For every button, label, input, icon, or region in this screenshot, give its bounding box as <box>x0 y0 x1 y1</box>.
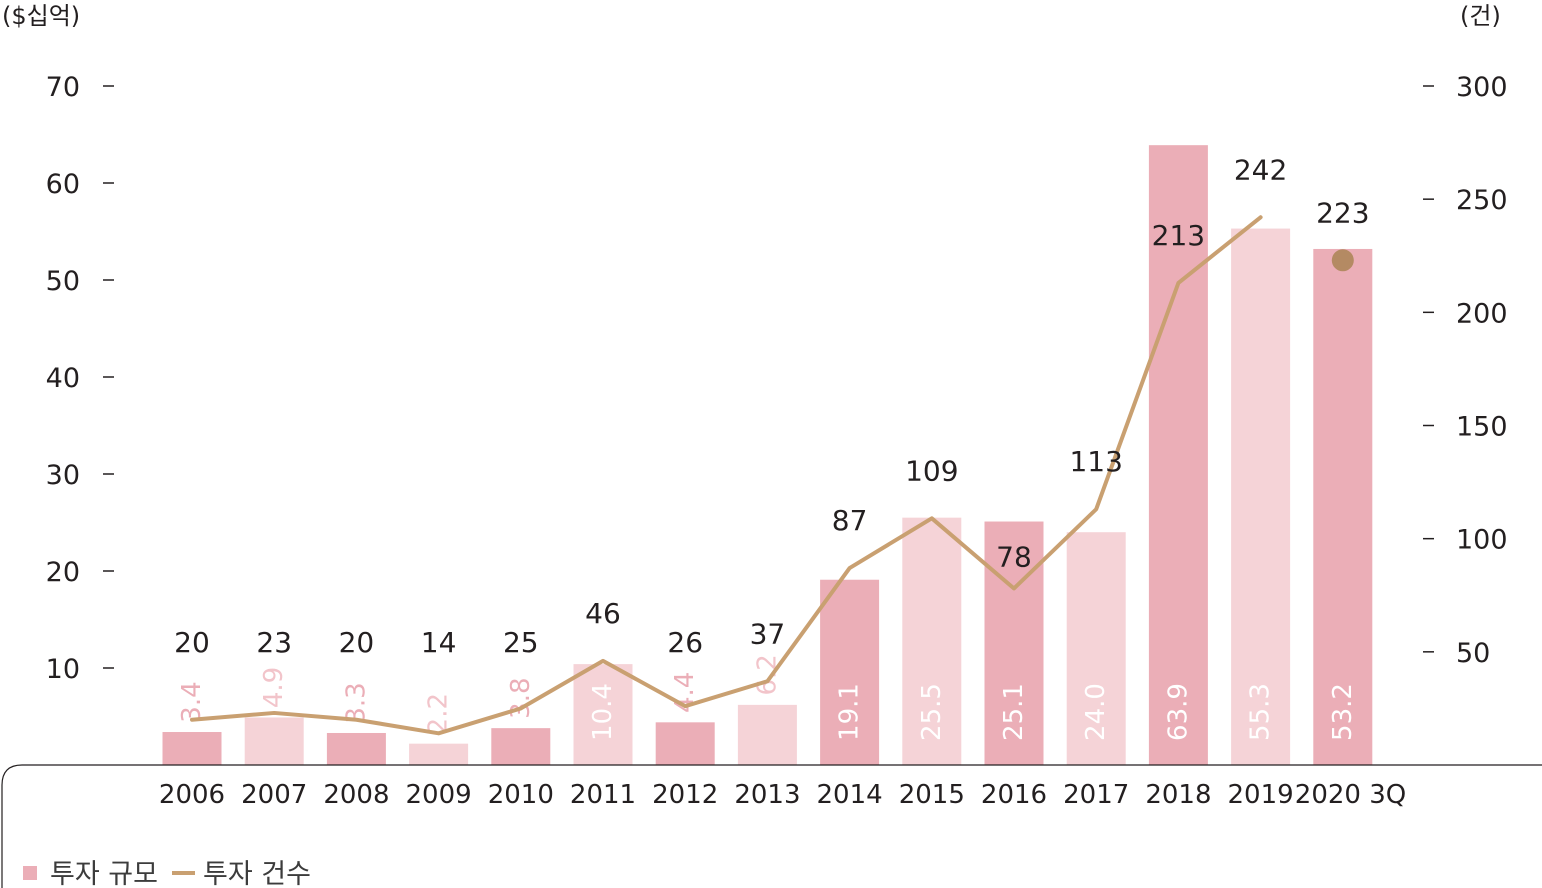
left-tick-label: 10 <box>46 654 80 685</box>
count-value-label: 242 <box>1234 153 1287 186</box>
right-tick-label: 300 <box>1456 72 1508 103</box>
left-tick-label: 30 <box>46 460 80 491</box>
bar <box>1066 532 1126 765</box>
count-value-labels: 20 23 20 14 25 46 26 37 87 109 78 113 213 242 223 <box>174 153 1369 659</box>
left-axis-unit: ($십억) <box>2 2 80 30</box>
count-value-label: 213 <box>1152 219 1205 252</box>
right-tick-label: 100 <box>1456 525 1508 556</box>
x-tick-label: 2019 <box>1228 780 1294 810</box>
bar <box>409 743 469 765</box>
bar-value-label: 25.5 <box>917 683 947 741</box>
bar-value-label: 3.3 <box>341 682 371 723</box>
x-tick-label: 2017 <box>1063 780 1129 810</box>
right-tick-label: 50 <box>1456 638 1490 669</box>
x-tick-label: 2012 <box>652 780 718 810</box>
count-value-label: 78 <box>996 540 1032 573</box>
x-tick-label: 2009 <box>406 780 472 810</box>
right-tick-label: 150 <box>1456 412 1508 443</box>
count-value-label: 20 <box>339 626 375 659</box>
bar <box>820 579 880 765</box>
legend-label-bar: 투자 규모 <box>50 859 158 888</box>
bar-value-label: 25.1 <box>999 683 1029 741</box>
count-line <box>190 215 1263 736</box>
count-value-label: 46 <box>585 597 621 630</box>
last-point-marker <box>1331 249 1354 272</box>
count-value-label: 20 <box>174 626 210 659</box>
right-axis: 50 100 150 200 250 300 <box>1423 72 1508 669</box>
x-tick-label: 2007 <box>241 780 307 810</box>
bar-value-label: 6.2 <box>752 654 782 695</box>
count-value-label: 87 <box>832 504 868 537</box>
count-value-label: 26 <box>667 626 703 659</box>
right-tick-label: 200 <box>1456 298 1508 329</box>
count-value-label: 113 <box>1069 445 1122 478</box>
x-axis-labels: 2006 2007 2008 2009 2010 2011 2012 2013 2014 2015… <box>159 780 1406 810</box>
x-tick-label: 2006 <box>159 780 225 810</box>
bar <box>1313 248 1373 765</box>
x-tick-label: 2008 <box>323 780 389 810</box>
bar <box>162 732 222 765</box>
x-tick-label: 2018 <box>1145 780 1211 810</box>
bar-value-label: 53.2 <box>1328 683 1358 741</box>
x-tick-label: 2013 <box>734 780 800 810</box>
bar-value-label: 10.4 <box>588 683 618 741</box>
bar-value-label: 19.1 <box>835 683 865 741</box>
bar-series <box>162 145 1373 766</box>
bar-value-label: 4.9 <box>259 667 289 708</box>
bar <box>984 521 1044 765</box>
bar <box>1231 228 1291 766</box>
legend: 투자 규모 투자 건수 <box>23 859 311 888</box>
count-value-label: 223 <box>1316 196 1369 229</box>
left-axis: 10 20 30 40 50 60 70 <box>46 72 114 685</box>
bar <box>573 664 633 765</box>
legend-label-line: 투자 건수 <box>203 859 311 888</box>
x-tick-label: 2020 3Q <box>1295 780 1406 810</box>
bar <box>244 717 304 765</box>
chart-frame <box>1 764 1542 888</box>
left-tick-label: 20 <box>46 557 80 588</box>
x-tick-label: 2014 <box>817 780 883 810</box>
x-tick-label: 2011 <box>570 780 636 810</box>
x-tick-label: 2016 <box>981 780 1047 810</box>
bar <box>902 517 962 765</box>
count-value-label: 14 <box>421 626 457 659</box>
right-tick-label: 250 <box>1456 185 1508 216</box>
bar-value-label: 55.3 <box>1246 683 1276 741</box>
bar-value-label: 24.0 <box>1081 683 1111 741</box>
right-axis-unit: (건) <box>1460 2 1501 30</box>
bar-value-label: 63.9 <box>1163 683 1193 741</box>
bar-value-label: 2.2 <box>424 693 454 734</box>
legend-swatch-bar <box>23 866 37 880</box>
count-value-label: 23 <box>256 626 292 659</box>
bar-value-labels: 3.4 4.9 3.3 2.2 3.8 10.4 4.4 6.219.1 25.5 25.1 24.… <box>177 654 1358 741</box>
x-tick-label: 2015 <box>899 780 965 810</box>
count-value-label: 37 <box>750 617 786 650</box>
bar <box>491 728 551 765</box>
left-tick-label: 50 <box>46 266 80 297</box>
left-tick-label: 40 <box>46 363 80 394</box>
x-tick-label: 2010 <box>488 780 554 810</box>
bar-value-label: 3.4 <box>177 681 207 722</box>
count-value-label: 109 <box>905 454 958 487</box>
bar <box>326 732 386 765</box>
bar <box>655 722 715 765</box>
left-tick-label: 60 <box>46 169 80 200</box>
bar <box>1148 145 1208 766</box>
count-value-label: 25 <box>503 626 539 659</box>
bar <box>737 704 797 765</box>
left-tick-label: 70 <box>46 72 80 103</box>
